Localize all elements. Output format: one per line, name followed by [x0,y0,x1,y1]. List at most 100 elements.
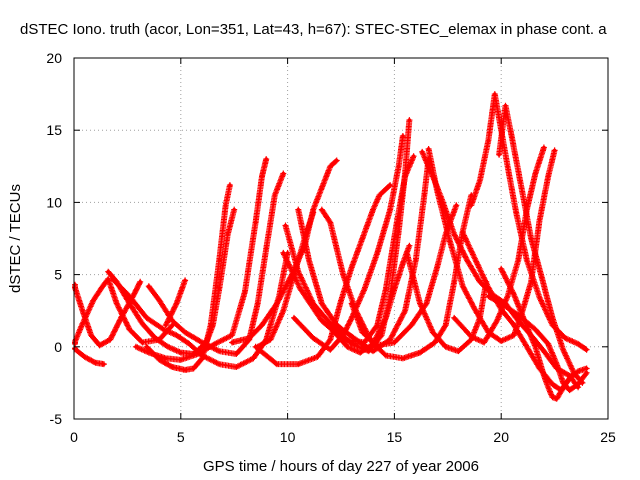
data-point [584,347,589,352]
data-point [514,210,518,215]
data-point [525,207,529,212]
data-point [503,103,508,108]
data-point [144,345,149,349]
data-point [146,350,151,355]
data-point [525,324,529,329]
y-tick-label: 0 [54,339,62,355]
data-point [319,319,324,323]
data-point [153,336,157,340]
data-point [561,347,565,352]
data-point [469,203,474,208]
data-point [196,352,200,356]
x-tick-label: 15 [387,429,403,445]
data-point [255,301,260,306]
data-point [281,251,286,255]
data-point [529,236,533,241]
plot-frame [73,57,609,420]
data-point [401,261,405,265]
data-point [375,343,380,348]
data-point [563,336,568,340]
data-point [584,370,589,375]
data-point [495,319,499,323]
data-point [213,342,217,346]
series-arc-27 [348,202,460,349]
data-point [486,138,491,143]
data-point [80,321,85,326]
series-arc-24 [498,265,577,402]
data-point [217,349,222,353]
data-point [281,171,286,176]
data-point [191,366,196,371]
data-point [217,362,222,366]
data-point [127,327,132,332]
data-point [272,193,277,197]
data-point [345,345,350,349]
data-point [315,355,320,359]
data-point [505,294,510,299]
data-point [183,330,187,335]
data-point [187,342,192,346]
data-point [264,246,269,251]
data-point [225,232,230,236]
data-point [260,174,264,179]
data-point [106,269,110,274]
y-tick-label: 20 [46,50,62,66]
data-point [499,267,504,271]
data-point [452,316,457,320]
data-point [484,280,489,284]
data-point [311,210,316,215]
data-point [360,330,365,335]
data-point [328,220,333,225]
data-point [283,223,288,228]
data-point [377,193,382,197]
data-point [426,147,431,151]
data-point [497,152,501,157]
data-point [384,316,388,320]
data-point [473,308,478,313]
data-point [174,333,179,338]
data-point [403,308,407,313]
data-point [552,148,557,153]
data-point [542,145,546,150]
data-point [99,285,104,290]
data-point [418,350,422,355]
data-point [334,158,339,163]
data-point [392,287,397,291]
data-point [420,150,424,154]
data-point [443,345,448,349]
data-point [371,349,375,353]
data-point [294,265,298,270]
data-point [452,232,457,236]
data-point [183,368,187,372]
data-point [537,295,542,300]
data-point [478,316,482,320]
chart-series-markers [72,91,590,402]
data-point [486,294,491,299]
data-point [127,294,132,299]
series-arc-2 [72,275,176,347]
data-point [349,316,354,320]
data-point [533,171,538,176]
data-point [550,395,555,400]
data-point [234,352,239,356]
data-point [275,362,279,366]
data-point [179,357,183,362]
series-arc-12 [295,156,432,355]
data-point [281,308,286,313]
data-point [234,365,239,369]
data-point [140,340,145,345]
data-point [478,178,482,183]
data-point [576,369,580,374]
data-point [140,321,145,326]
data-point [525,258,529,262]
data-point [542,373,546,378]
data-point [576,382,580,387]
data-point [448,239,452,244]
data-point [422,193,427,197]
data-point [255,345,260,349]
data-point [354,337,358,342]
data-point [550,382,555,387]
data-point [328,337,333,342]
data-point [478,280,482,284]
